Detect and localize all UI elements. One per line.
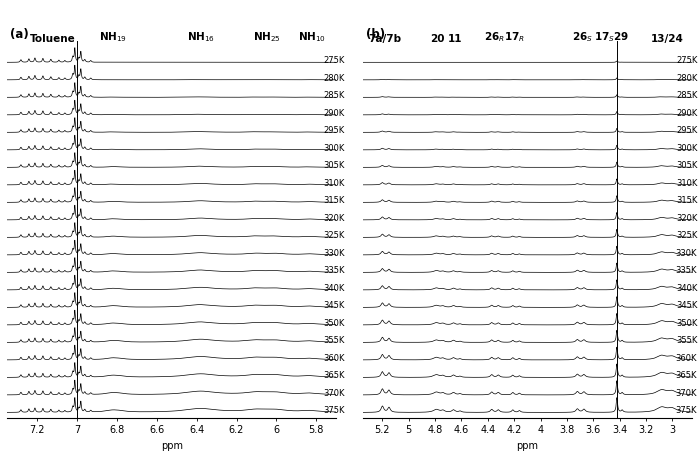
X-axis label: ppm: ppm [517,441,538,451]
Text: 335K: 335K [676,266,698,275]
Text: 375K: 375K [676,406,698,415]
Text: 350K: 350K [323,319,345,328]
Text: 310K: 310K [323,179,345,188]
Text: 310K: 310K [676,179,698,188]
Text: 340K: 340K [323,284,345,293]
Text: 280K: 280K [323,73,345,83]
Text: 275K: 275K [323,56,345,65]
Text: 370K: 370K [323,389,345,397]
Text: NH$_{25}$: NH$_{25}$ [252,30,280,44]
Text: 275K: 275K [676,56,698,65]
Text: 365K: 365K [323,371,345,380]
Text: 26$_S$: 26$_S$ [572,30,593,44]
Text: 17$_R$: 17$_R$ [504,30,525,44]
Text: NH$_{10}$: NH$_{10}$ [298,30,326,44]
Text: (b): (b) [366,28,385,41]
X-axis label: ppm: ppm [161,441,182,451]
Text: 365K: 365K [676,371,698,380]
Text: NH$_{16}$: NH$_{16}$ [187,30,215,44]
Text: 295K: 295K [676,126,698,135]
Text: 370K: 370K [676,389,698,397]
Text: 26$_R$: 26$_R$ [484,30,505,44]
Text: 20: 20 [431,34,445,44]
Text: 11: 11 [447,34,462,44]
Text: 285K: 285K [676,91,698,100]
Text: 360K: 360K [676,354,698,363]
Text: 290K: 290K [323,109,345,118]
Text: 295K: 295K [323,126,345,135]
Text: 360K: 360K [323,354,345,363]
Text: 330K: 330K [676,249,698,257]
Text: 13/24: 13/24 [651,34,684,44]
Text: 345K: 345K [323,301,345,310]
Text: 325K: 325K [676,231,698,240]
Text: 315K: 315K [676,196,698,205]
Text: 17$_S$29: 17$_S$29 [594,30,629,44]
Text: Toluene: Toluene [30,34,75,44]
Text: 305K: 305K [676,161,698,170]
Text: 300K: 300K [676,144,698,152]
Text: 340K: 340K [676,284,698,293]
Text: 325K: 325K [323,231,345,240]
Text: NH$_{19}$: NH$_{19}$ [99,30,127,44]
Text: 345K: 345K [676,301,698,310]
Text: 315K: 315K [323,196,345,205]
Text: 280K: 280K [676,73,698,83]
Text: 300K: 300K [323,144,345,152]
Text: 350K: 350K [676,319,698,328]
Text: 290K: 290K [676,109,698,118]
Text: 330K: 330K [323,249,345,257]
Text: 355K: 355K [676,336,698,345]
Text: 375K: 375K [323,406,345,415]
Text: 335K: 335K [323,266,345,275]
Text: 305K: 305K [323,161,345,170]
Text: 355K: 355K [323,336,345,345]
Text: 320K: 320K [323,213,345,223]
Text: (a): (a) [10,28,29,41]
Text: 285K: 285K [323,91,345,100]
Text: 320K: 320K [676,213,698,223]
Text: 7a/7b: 7a/7b [368,34,402,44]
